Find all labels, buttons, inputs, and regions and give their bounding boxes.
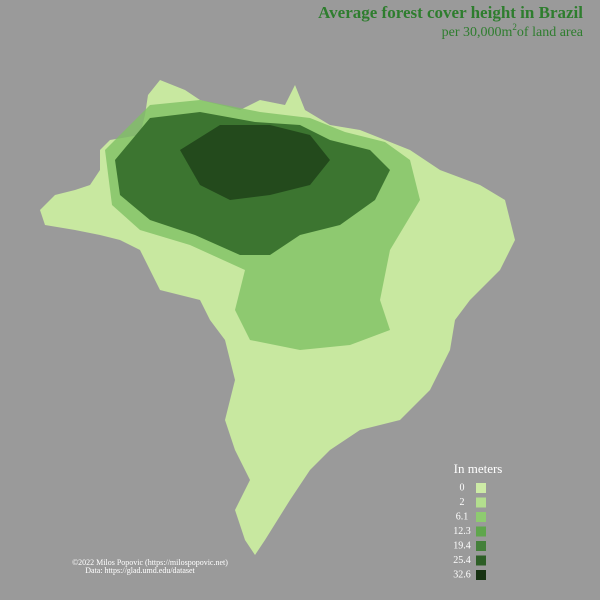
subtitle: per 30,000m2of land area	[442, 22, 584, 40]
legend-swatch	[476, 483, 486, 493]
legend-title: In meters	[454, 461, 503, 476]
legend-swatch	[476, 541, 486, 551]
credit: ©2022 Milos Popovic (https://milospopovi…	[72, 558, 228, 567]
legend-swatch	[476, 555, 486, 566]
legend-label: 25.4	[453, 555, 471, 566]
legend-label: 0	[460, 482, 465, 493]
legend-label: 6.1	[456, 511, 469, 522]
legend-swatch	[476, 570, 486, 580]
legend-label: 12.3	[453, 526, 471, 537]
legend-label: 32.6	[453, 569, 471, 580]
legend-label: 2	[460, 497, 465, 508]
forest-darkest	[180, 125, 330, 200]
legend-label: 19.4	[453, 540, 471, 551]
subtitle-superscript: 2	[512, 22, 517, 32]
legend-swatch	[476, 512, 486, 522]
subtitle-text: per 30,000m	[442, 25, 513, 40]
subtitle-rest: of land area	[517, 25, 584, 40]
credit: Data: https://glad.umd.edu/dataset	[85, 566, 195, 575]
legend-swatch	[476, 497, 486, 508]
title: Average forest cover height in Brazil	[318, 3, 583, 22]
legend-swatch	[476, 526, 486, 537]
